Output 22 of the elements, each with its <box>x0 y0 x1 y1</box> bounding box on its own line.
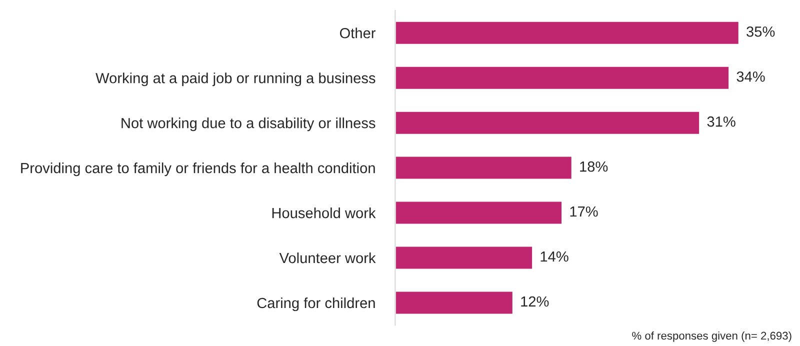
bar <box>395 20 740 46</box>
bar <box>395 200 563 226</box>
data-label: 34% <box>736 71 765 82</box>
y-tick-label: Caring for children <box>257 297 375 312</box>
bar <box>395 290 514 316</box>
bar <box>395 155 573 180</box>
data-label: 18% <box>580 161 608 172</box>
y-tick-label: Not working due to a disability or illness <box>122 118 376 132</box>
text: % of responses given (n= 2,693) <box>632 331 792 342</box>
bar <box>395 110 700 136</box>
y-tick-label: Working at a paid job or running a business <box>96 72 376 86</box>
data-label: 35% <box>746 26 775 37</box>
data-label: 31% <box>707 116 736 127</box>
y-tick-label: Household work <box>272 208 376 218</box>
y-tick-label: Other <box>340 28 376 38</box>
data-label: 14% <box>540 251 568 262</box>
bar <box>395 65 730 90</box>
y-tick-label: Volunteer work <box>279 252 376 264</box>
y-tick-label: Providing care to family or friends for a health condition <box>21 162 375 176</box>
data-label: 17% <box>570 206 598 217</box>
data-label: 12% <box>521 296 549 307</box>
bar <box>395 245 534 270</box>
